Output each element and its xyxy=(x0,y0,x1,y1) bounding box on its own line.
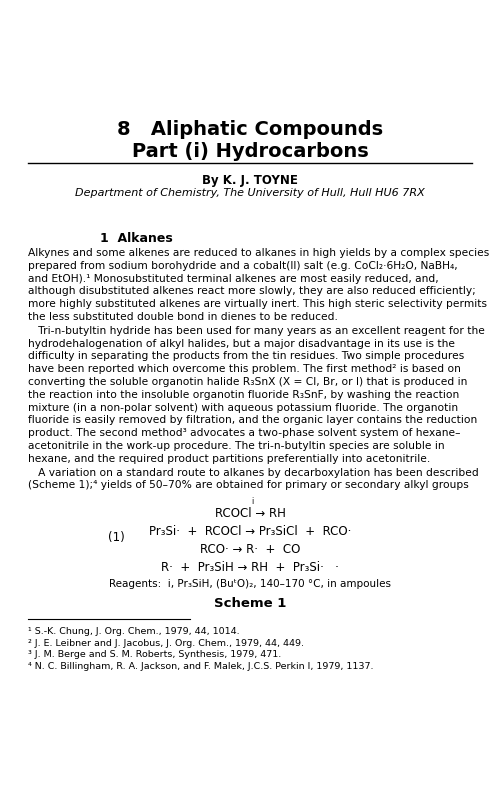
Text: mixture (in a non-polar solvent) with aqueous potassium fluoride. The organotin: mixture (in a non-polar solvent) with aq… xyxy=(28,403,458,412)
Text: (Scheme 1);⁴ yields of 50–70% are obtained for primary or secondary alkyl groups: (Scheme 1);⁴ yields of 50–70% are obtain… xyxy=(28,480,469,490)
Text: 8   Aliphatic Compounds: 8 Aliphatic Compounds xyxy=(117,120,383,139)
Text: Department of Chemistry, The University of Hull, Hull HU6 7RX: Department of Chemistry, The University … xyxy=(75,188,425,198)
Text: Part (i) Hydrocarbons: Part (i) Hydrocarbons xyxy=(132,142,368,161)
Text: and EtOH).¹ Monosubstituted terminal alkenes are most easily reduced, and,: and EtOH).¹ Monosubstituted terminal alk… xyxy=(28,274,438,284)
Text: difficulty in separating the products from the tin residues. Two simple procedur: difficulty in separating the products fr… xyxy=(28,352,464,361)
Text: Reagents:  i, Pr₃SiH, (BuᵗO)₂, 140–170 °C, in ampoules: Reagents: i, Pr₃SiH, (BuᵗO)₂, 140–170 °C… xyxy=(109,579,391,589)
Text: Alkynes and some alkenes are reduced to alkanes in high yields by a complex spec: Alkynes and some alkenes are reduced to … xyxy=(28,248,489,258)
Text: ⁴ N. C. Billingham, R. A. Jackson, and F. Malek, J.C.S. Perkin I, 1979, 1137.: ⁴ N. C. Billingham, R. A. Jackson, and F… xyxy=(28,662,374,671)
Text: the reaction into the insoluble organotin fluoride R₃SnF, by washing the reactio: the reaction into the insoluble organoti… xyxy=(28,390,459,400)
Text: (1): (1) xyxy=(108,531,125,544)
Text: prepared from sodium borohydride and a cobalt(II) salt (e.g. CoCl₂·6H₂O, NaBH₄,: prepared from sodium borohydride and a c… xyxy=(28,261,458,271)
Text: more highly substituted alkenes are virtually inert. This high steric selectivit: more highly substituted alkenes are virt… xyxy=(28,299,487,309)
Text: product. The second method³ advocates a two-phase solvent system of hexane–: product. The second method³ advocates a … xyxy=(28,428,460,438)
Text: i: i xyxy=(251,497,253,506)
Text: ¹ S.-K. Chung, J. Org. Chem., 1979, 44, 1014.: ¹ S.-K. Chung, J. Org. Chem., 1979, 44, … xyxy=(28,627,240,636)
Text: have been reported which overcome this problem. The first method² is based on: have been reported which overcome this p… xyxy=(28,364,461,374)
Text: Scheme 1: Scheme 1 xyxy=(214,597,286,610)
Text: fluoride is easily removed by filtration, and the organic layer contains the red: fluoride is easily removed by filtration… xyxy=(28,416,477,425)
Text: converting the soluble organotin halide R₃SnX (X = Cl, Br, or I) that is produce: converting the soluble organotin halide … xyxy=(28,377,468,387)
Text: hexane, and the required product partitions preferentially into acetonitrile.: hexane, and the required product partiti… xyxy=(28,454,430,464)
Text: RCO· → R·  +  CO: RCO· → R· + CO xyxy=(200,544,300,556)
Text: Tri-n-butyltin hydride has been used for many years as an excellent reagent for : Tri-n-butyltin hydride has been used for… xyxy=(28,326,485,336)
Text: the less substituted double bond in dienes to be reduced.: the less substituted double bond in dien… xyxy=(28,312,338,322)
Text: A variation on a standard route to alkanes by decarboxylation has been described: A variation on a standard route to alkan… xyxy=(28,467,479,478)
Text: Pr₃Si·  +  RCOCl → Pr₃SiCl  +  RCO·: Pr₃Si· + RCOCl → Pr₃SiCl + RCO· xyxy=(149,525,351,538)
Text: acetonitrile in the work-up procedure. The tri-n-butyltin species are soluble in: acetonitrile in the work-up procedure. T… xyxy=(28,441,444,451)
Text: R·  +  Pr₃SiH → RH  +  Pr₃Si·   ·: R· + Pr₃SiH → RH + Pr₃Si· · xyxy=(161,561,339,574)
Text: hydrodehalogenation of alkyl halides, but a major disadvantage in its use is the: hydrodehalogenation of alkyl halides, bu… xyxy=(28,339,455,348)
Text: ³ J. M. Berge and S. M. Roberts, Synthesis, 1979, 471.: ³ J. M. Berge and S. M. Roberts, Synthes… xyxy=(28,650,281,659)
Text: ² J. E. Leibner and J. Jacobus, J. Org. Chem., 1979, 44, 449.: ² J. E. Leibner and J. Jacobus, J. Org. … xyxy=(28,639,304,648)
Text: although disubstituted alkenes react more slowly, they are also reduced efficien: although disubstituted alkenes react mor… xyxy=(28,287,476,296)
Text: RCOCl → RH: RCOCl → RH xyxy=(214,507,286,520)
Text: 1  Alkanes: 1 Alkanes xyxy=(100,232,173,245)
Text: By K. J. TOYNE: By K. J. TOYNE xyxy=(202,174,298,187)
